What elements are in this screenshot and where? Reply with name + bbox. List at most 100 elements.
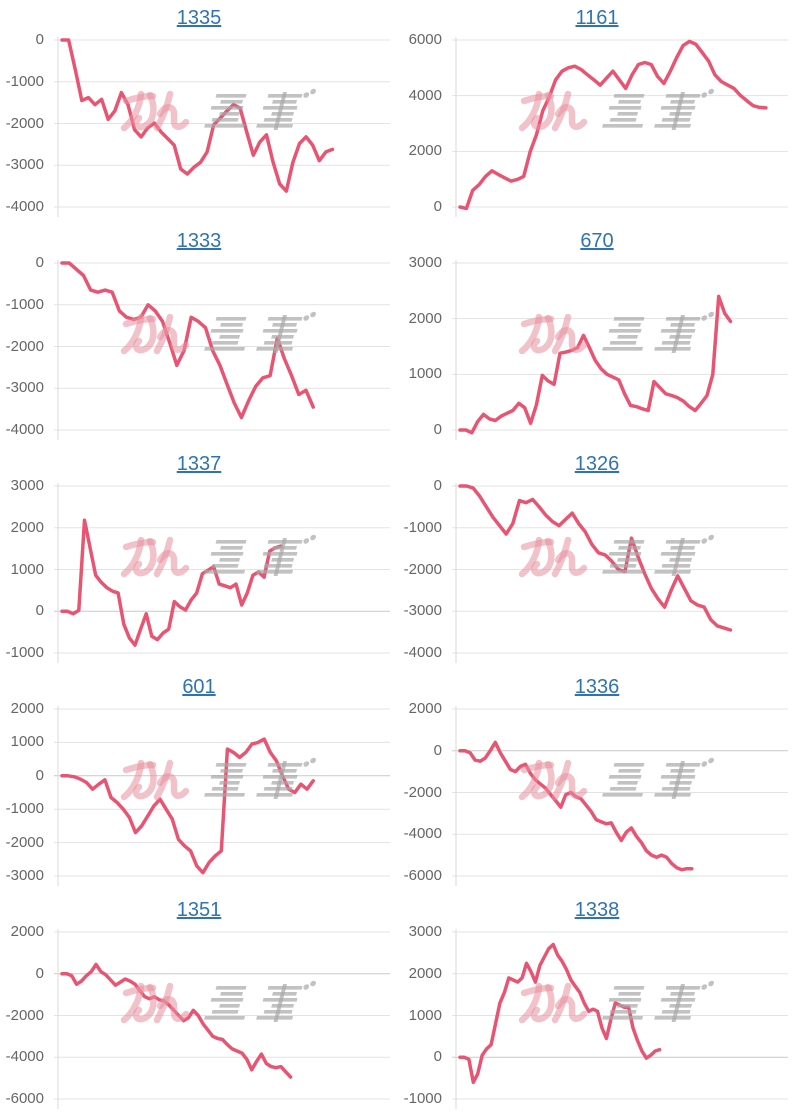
chart-plot <box>54 260 390 440</box>
y-axis-labels: 2000 0 -2000 -4000 -6000 <box>398 699 446 889</box>
chart-title-row: 1161 <box>398 6 796 30</box>
y-axis-tick-label: -1000 <box>5 295 44 313</box>
chart-title-link[interactable]: 1338 <box>574 899 620 921</box>
y-axis-tick-label: 1000 <box>10 560 44 578</box>
y-axis-tick-label: 2000 <box>408 964 442 982</box>
chart-cell: 601 2000 1000 0 -1000 -2000 -3000 <box>0 669 398 892</box>
y-axis-tick-label: 0 <box>35 254 44 271</box>
y-axis-labels: 3000 2000 1000 0 <box>398 253 446 443</box>
chart-cell: 1338 3000 2000 1000 0 -1000 <box>398 892 796 1115</box>
y-axis-tick-label: -1000 <box>5 800 44 818</box>
chart-body: 6000 4000 2000 0 <box>398 30 796 220</box>
y-axis-tick-label: -1000 <box>403 518 442 536</box>
chart-plot <box>452 929 788 1109</box>
chart-cell: 1337 3000 2000 1000 0 -1000 <box>0 446 398 669</box>
chart-plot <box>452 37 788 217</box>
y-axis-tick-label: 2000 <box>10 923 44 940</box>
y-axis-tick-label: 6000 <box>408 31 442 48</box>
chart-cell: 1336 2000 0 -2000 -4000 -6000 <box>398 669 796 892</box>
chart-title-row: 1337 <box>0 452 398 476</box>
chart-cell: 1161 6000 4000 2000 0 <box>398 0 796 223</box>
chart-title-row: 1336 <box>398 675 796 699</box>
chart-body: 3000 2000 1000 0 <box>398 253 796 443</box>
y-axis-tick-label: -4000 <box>403 644 442 661</box>
y-axis-tick-label: -6000 <box>5 1090 44 1107</box>
chart-body: 2000 0 -2000 -4000 -6000 <box>398 699 796 889</box>
chart-body: 0 -1000 -2000 -3000 -4000 <box>0 30 398 220</box>
y-axis-labels: 6000 4000 2000 0 <box>398 30 446 220</box>
chart-cell: 1333 0 -1000 -2000 -3000 -4000 <box>0 223 398 446</box>
y-axis-tick-label: 0 <box>433 741 442 759</box>
y-axis-tick-label: 1000 <box>10 733 44 751</box>
y-axis-labels: 0 -1000 -2000 -3000 -4000 <box>0 30 48 220</box>
chart-plot <box>54 706 390 886</box>
y-axis-labels: 3000 2000 1000 0 -1000 <box>0 476 48 666</box>
chart-cell: 1335 0 -1000 -2000 -3000 -4000 <box>0 0 398 223</box>
chart-title-row: 1335 <box>0 6 398 30</box>
y-axis-tick-label: 2000 <box>408 142 442 160</box>
chart-cell: 670 3000 2000 1000 0 <box>398 223 796 446</box>
y-axis-tick-label: -1000 <box>5 72 44 90</box>
y-axis-labels: 2000 1000 0 -1000 -2000 -3000 <box>0 699 48 889</box>
chart-title-link[interactable]: 601 <box>182 676 216 698</box>
y-axis-tick-label: 4000 <box>408 86 442 104</box>
y-axis-tick-label: 2000 <box>408 700 442 717</box>
series-line <box>458 740 694 872</box>
chart-title-row: 670 <box>398 229 796 253</box>
chart-body: 0 -1000 -2000 -3000 -4000 <box>0 253 398 443</box>
chart-title-row: 1326 <box>398 452 796 476</box>
y-axis-tick-label: -2000 <box>5 337 44 355</box>
y-axis-tick-label: 0 <box>433 421 442 438</box>
y-axis-tick-label: -4000 <box>5 1048 44 1066</box>
series-line <box>60 38 335 193</box>
chart-title-link[interactable]: 1351 <box>176 899 222 921</box>
y-axis-tick-label: -4000 <box>5 198 44 215</box>
series-line <box>458 39 768 211</box>
y-axis-tick-label: -2000 <box>5 114 44 132</box>
chart-title-link[interactable]: 1337 <box>176 453 222 475</box>
chart-title-row: 1333 <box>0 229 398 253</box>
chart-body: 2000 1000 0 -1000 -2000 -3000 <box>0 699 398 889</box>
chart-title-row: 601 <box>0 675 398 699</box>
y-axis-tick-label: -3000 <box>403 602 442 620</box>
y-axis-tick-label: 0 <box>35 31 44 48</box>
series-line <box>458 294 733 435</box>
chart-title-link[interactable]: 1161 <box>575 7 619 29</box>
series-line <box>60 737 315 875</box>
y-axis-labels: 3000 2000 1000 0 -1000 <box>398 922 446 1112</box>
chart-body: 3000 2000 1000 0 -1000 <box>398 922 796 1112</box>
y-axis-tick-label: 2000 <box>408 309 442 327</box>
chart-title-link[interactable]: 1333 <box>176 230 222 252</box>
y-axis-tick-label: 0 <box>433 477 442 494</box>
y-axis-tick-label: 0 <box>35 964 44 982</box>
y-axis-tick-label: -2000 <box>403 783 442 801</box>
chart-body: 0 -1000 -2000 -3000 -4000 <box>398 476 796 666</box>
chart-cell: 1326 0 -1000 -2000 -3000 -4000 <box>398 446 796 669</box>
y-axis-tick-label: 3000 <box>408 923 442 940</box>
chart-body: 2000 0 -2000 -4000 -6000 <box>0 922 398 1112</box>
chart-title-row: 1338 <box>398 898 796 922</box>
chart-cell: 1351 2000 0 -2000 -4000 -6000 <box>0 892 398 1115</box>
y-axis-tick-label: 2000 <box>10 518 44 536</box>
chart-title-link[interactable]: 670 <box>580 230 614 252</box>
y-axis-tick-label: -4000 <box>5 421 44 438</box>
chart-title-link[interactable]: 1326 <box>574 453 620 475</box>
chart-plot <box>452 483 788 663</box>
series-line <box>458 942 662 1085</box>
y-axis-labels: 0 -1000 -2000 -3000 -4000 <box>398 476 446 666</box>
series-line <box>60 518 283 647</box>
series-line <box>60 261 315 420</box>
y-axis-tick-label: 3000 <box>10 477 44 494</box>
y-axis-tick-label: -3000 <box>5 379 44 397</box>
y-axis-tick-label: -2000 <box>403 560 442 578</box>
y-axis-tick-label: 2000 <box>10 700 44 717</box>
chart-plot <box>54 929 390 1109</box>
chart-plot <box>452 260 788 440</box>
y-axis-tick-label: 0 <box>35 602 44 620</box>
chart-title-link[interactable]: 1335 <box>176 7 222 29</box>
y-axis-tick-label: 3000 <box>408 254 442 271</box>
y-axis-tick-label: -6000 <box>403 867 442 884</box>
chart-title-link[interactable]: 1336 <box>574 676 620 698</box>
y-axis-tick-label: -3000 <box>5 867 44 884</box>
